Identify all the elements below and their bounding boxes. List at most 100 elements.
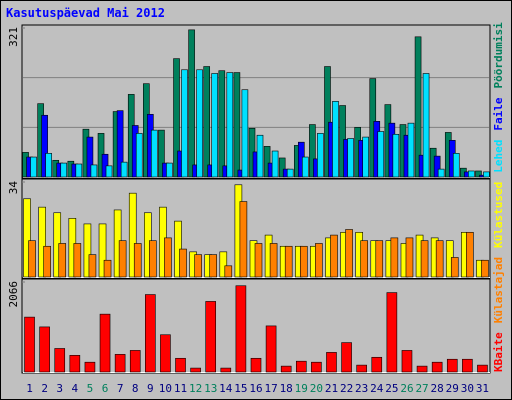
bar — [377, 131, 385, 178]
bar — [86, 136, 94, 178]
bar — [386, 292, 398, 373]
bar — [90, 164, 98, 178]
bar — [226, 72, 234, 178]
bar — [83, 223, 92, 278]
bar — [330, 234, 338, 278]
bar — [390, 237, 399, 278]
bar — [256, 134, 264, 178]
bar — [462, 358, 473, 373]
x-tick-label: 11 — [174, 382, 187, 395]
x-tick-label: 2 — [41, 382, 48, 395]
bar — [271, 150, 279, 178]
bar — [341, 342, 352, 373]
bar — [175, 357, 186, 373]
bar — [133, 243, 142, 278]
bar — [54, 348, 66, 373]
bar — [433, 155, 441, 178]
bar — [73, 243, 82, 278]
bar — [30, 156, 37, 178]
y-tick-label: 34 — [7, 181, 20, 195]
x-tick-label: 17 — [264, 382, 277, 395]
bar — [160, 334, 171, 373]
x-tick-label: 9 — [147, 382, 154, 395]
bar — [166, 162, 173, 178]
bar — [356, 364, 367, 373]
bar — [317, 133, 324, 178]
bar — [190, 367, 201, 373]
bar — [88, 254, 97, 278]
bar — [347, 138, 354, 178]
bar — [69, 355, 81, 373]
bar — [58, 243, 67, 278]
x-tick-label: 15 — [234, 382, 247, 395]
chart-title: Kasutuspäevad Mai 2012 — [6, 6, 165, 20]
bar — [401, 350, 413, 373]
bar — [151, 129, 158, 178]
x-tick-label: 4 — [72, 382, 79, 395]
bar — [280, 365, 292, 373]
bar — [114, 354, 126, 373]
bar — [24, 316, 35, 373]
bar — [39, 326, 50, 373]
bar — [28, 240, 36, 278]
bar — [324, 66, 331, 178]
bar — [362, 136, 369, 178]
x-tick-label: 19 — [295, 382, 308, 395]
x-tick-label: 27 — [415, 382, 428, 395]
x-tick-label: 6 — [102, 382, 109, 395]
bar — [179, 248, 187, 278]
x-tick-label: 28 — [431, 382, 444, 395]
bar — [233, 72, 241, 178]
x-tick-label: 1 — [26, 382, 33, 395]
bar — [116, 110, 124, 178]
bar — [60, 162, 68, 178]
legend-entry: Lehed — [492, 140, 505, 173]
bar — [481, 259, 489, 278]
bar — [360, 240, 368, 278]
bar — [315, 243, 323, 278]
bar — [311, 361, 322, 373]
bar — [241, 89, 249, 178]
bar — [181, 69, 188, 178]
bar — [250, 357, 262, 373]
bar — [450, 257, 459, 278]
x-tick-label: 3 — [56, 382, 63, 395]
bar — [23, 198, 31, 278]
x-tick-label: 22 — [340, 382, 353, 395]
bar — [120, 161, 128, 178]
bar — [466, 231, 474, 278]
bar — [422, 73, 430, 178]
bar — [407, 122, 415, 178]
bar — [435, 240, 444, 278]
bar — [345, 229, 353, 278]
bar — [309, 124, 316, 178]
bar — [235, 285, 247, 373]
bar — [218, 70, 226, 178]
x-tick-label: 5 — [87, 382, 94, 395]
bar — [477, 364, 488, 373]
bar — [84, 361, 96, 373]
bar — [269, 243, 278, 278]
bar — [483, 171, 490, 178]
x-tick-label: 7 — [117, 382, 124, 395]
bar — [99, 313, 111, 373]
bar — [43, 245, 51, 278]
bar — [263, 146, 271, 178]
legend: KBaite Külastajad Külastused Lehed Faile Pöör… — [492, 22, 505, 372]
bar — [475, 170, 482, 178]
x-tick-label: 29 — [446, 382, 459, 395]
legend-entry: Külastajad — [492, 257, 505, 323]
x-tick-label: 13 — [204, 382, 217, 395]
legend-entry: KBaite — [492, 332, 505, 372]
x-tick-label: 25 — [385, 382, 398, 395]
bar — [301, 156, 309, 178]
x-tick-label: 20 — [310, 382, 323, 395]
bar — [392, 133, 400, 178]
bar — [224, 265, 233, 278]
bar — [164, 237, 172, 278]
bar — [129, 350, 141, 373]
bar — [437, 168, 445, 178]
x-tick-label: 31 — [476, 382, 489, 395]
bar — [375, 240, 384, 278]
